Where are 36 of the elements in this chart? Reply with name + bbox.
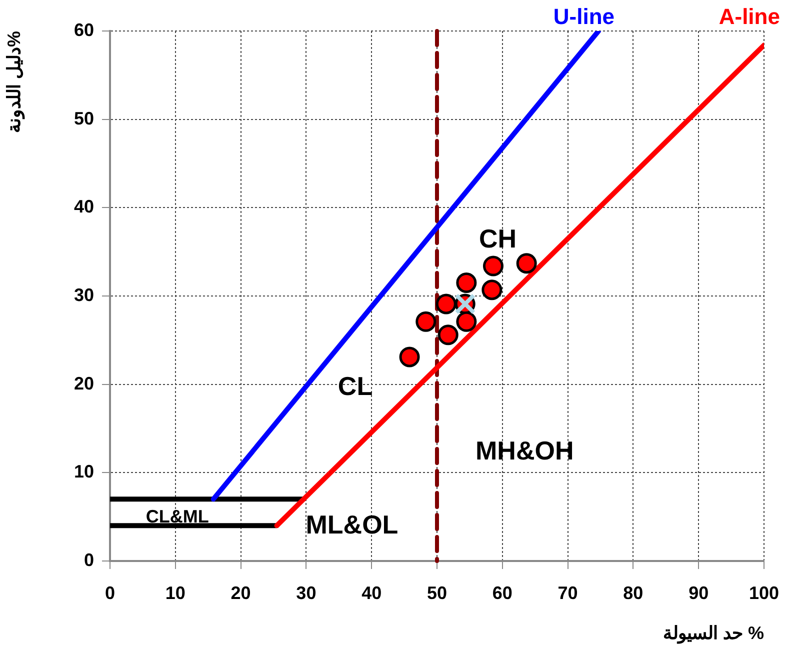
annotation: CH xyxy=(479,224,517,254)
x-tick-label: 20 xyxy=(230,582,251,603)
point xyxy=(436,294,456,314)
x-tick-label: 100 xyxy=(748,582,780,603)
y-tick-label: 60 xyxy=(74,20,94,40)
point xyxy=(516,253,537,274)
point xyxy=(416,311,436,332)
x-tick-label: 50 xyxy=(426,582,448,603)
point xyxy=(438,324,458,346)
point xyxy=(399,346,420,368)
x-tick-label: 60 xyxy=(492,582,512,603)
y-tick-label: 20 xyxy=(74,373,94,394)
annotation: CL xyxy=(338,370,373,401)
series-label: A-line xyxy=(718,4,780,30)
series-label: U-line xyxy=(553,4,615,30)
y-tick-label: 0 xyxy=(84,550,94,570)
x-tick-label: 70 xyxy=(558,582,578,603)
annotation: CL&ML xyxy=(146,506,209,527)
x-tick-label: 80 xyxy=(623,582,644,603)
point xyxy=(482,280,502,300)
y-tick-label: 40 xyxy=(74,196,94,217)
x-tick-label: 10 xyxy=(165,582,186,603)
x-tick-label: 40 xyxy=(362,582,382,603)
annotation: MH&OH xyxy=(476,436,574,466)
annotation: ML&OL xyxy=(306,510,398,540)
x-axis-title: حد السيولة % xyxy=(662,623,764,644)
point xyxy=(482,256,504,276)
x-tick-label: 30 xyxy=(296,582,316,603)
y-tick-label: 10 xyxy=(74,462,94,482)
y-axis-title: دليل اللدونة% xyxy=(4,31,25,134)
x-tick-label: 90 xyxy=(688,582,709,603)
y-tick-label: 50 xyxy=(74,108,94,128)
point xyxy=(456,272,477,293)
x-tick-label: 0 xyxy=(104,582,116,603)
point xyxy=(456,311,477,332)
y-tick-label: 30 xyxy=(74,284,94,305)
